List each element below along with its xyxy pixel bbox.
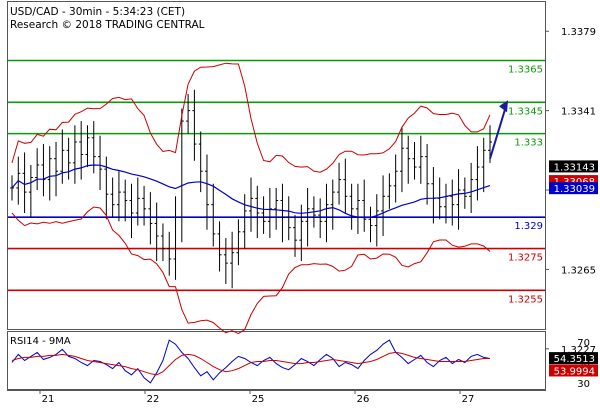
time-tick-label: 22 [147,394,160,405]
price-panel: 1.3365 1.3345 1.333 1.329 1.3275 1.3255 [8,59,545,335]
rsi-title: RSI14 - 9MA [10,336,71,347]
price-panel-frame [7,1,546,330]
bollinger-lower [11,206,491,335]
price-tick-label: 1.3341 [561,107,596,118]
rsi-panel [11,339,491,384]
rsi-tick-label: 70 [577,338,590,349]
chart-subtitle: Research © 2018 TRADING CENTRAL [10,19,205,31]
level-label: 1.3255 [508,294,543,305]
time-tick-label: 27 [462,394,475,405]
level-label: 1.3275 [508,253,543,264]
rsi-series-line [11,351,490,376]
rsi-badge [549,352,598,365]
time-tick-label: 21 [42,394,55,405]
rsi-badge-label: 53.9994 [554,366,595,377]
price-badge [549,182,598,195]
forecast-arrow-shaft [489,105,507,159]
price-tick-label: 1.3227 [561,345,596,356]
level-label: 1.3365 [508,64,543,75]
chart-title: USD/CAD - 30min - 5:34:23 (CET) [10,6,185,18]
price-tick-label: 1.3379 [561,27,596,38]
rsi-panel-frame [7,331,546,390]
price-badge [549,160,598,173]
price-tick-label: 1.3265 [561,265,596,276]
rsi-badge-label: 54.3513 [554,354,595,365]
forecast-arrow-head [499,100,508,113]
moving-average [11,164,491,219]
level-label: 1.329 [514,221,543,232]
rsi-badge [549,364,598,377]
price-badge-label: 1.33039 [554,184,595,195]
time-tick-label: 25 [252,394,265,405]
level-label: 1.3345 [508,106,543,117]
level-label: 1.333 [514,138,543,149]
time-tick-label: 26 [357,394,370,405]
bollinger-upper [11,62,491,173]
rsi-tick-label: 30 [577,379,590,390]
price-badge-label: 1.33143 [554,162,595,173]
axes: 1.33791.33411.33031.32651.32271.331431.3… [39,27,598,405]
